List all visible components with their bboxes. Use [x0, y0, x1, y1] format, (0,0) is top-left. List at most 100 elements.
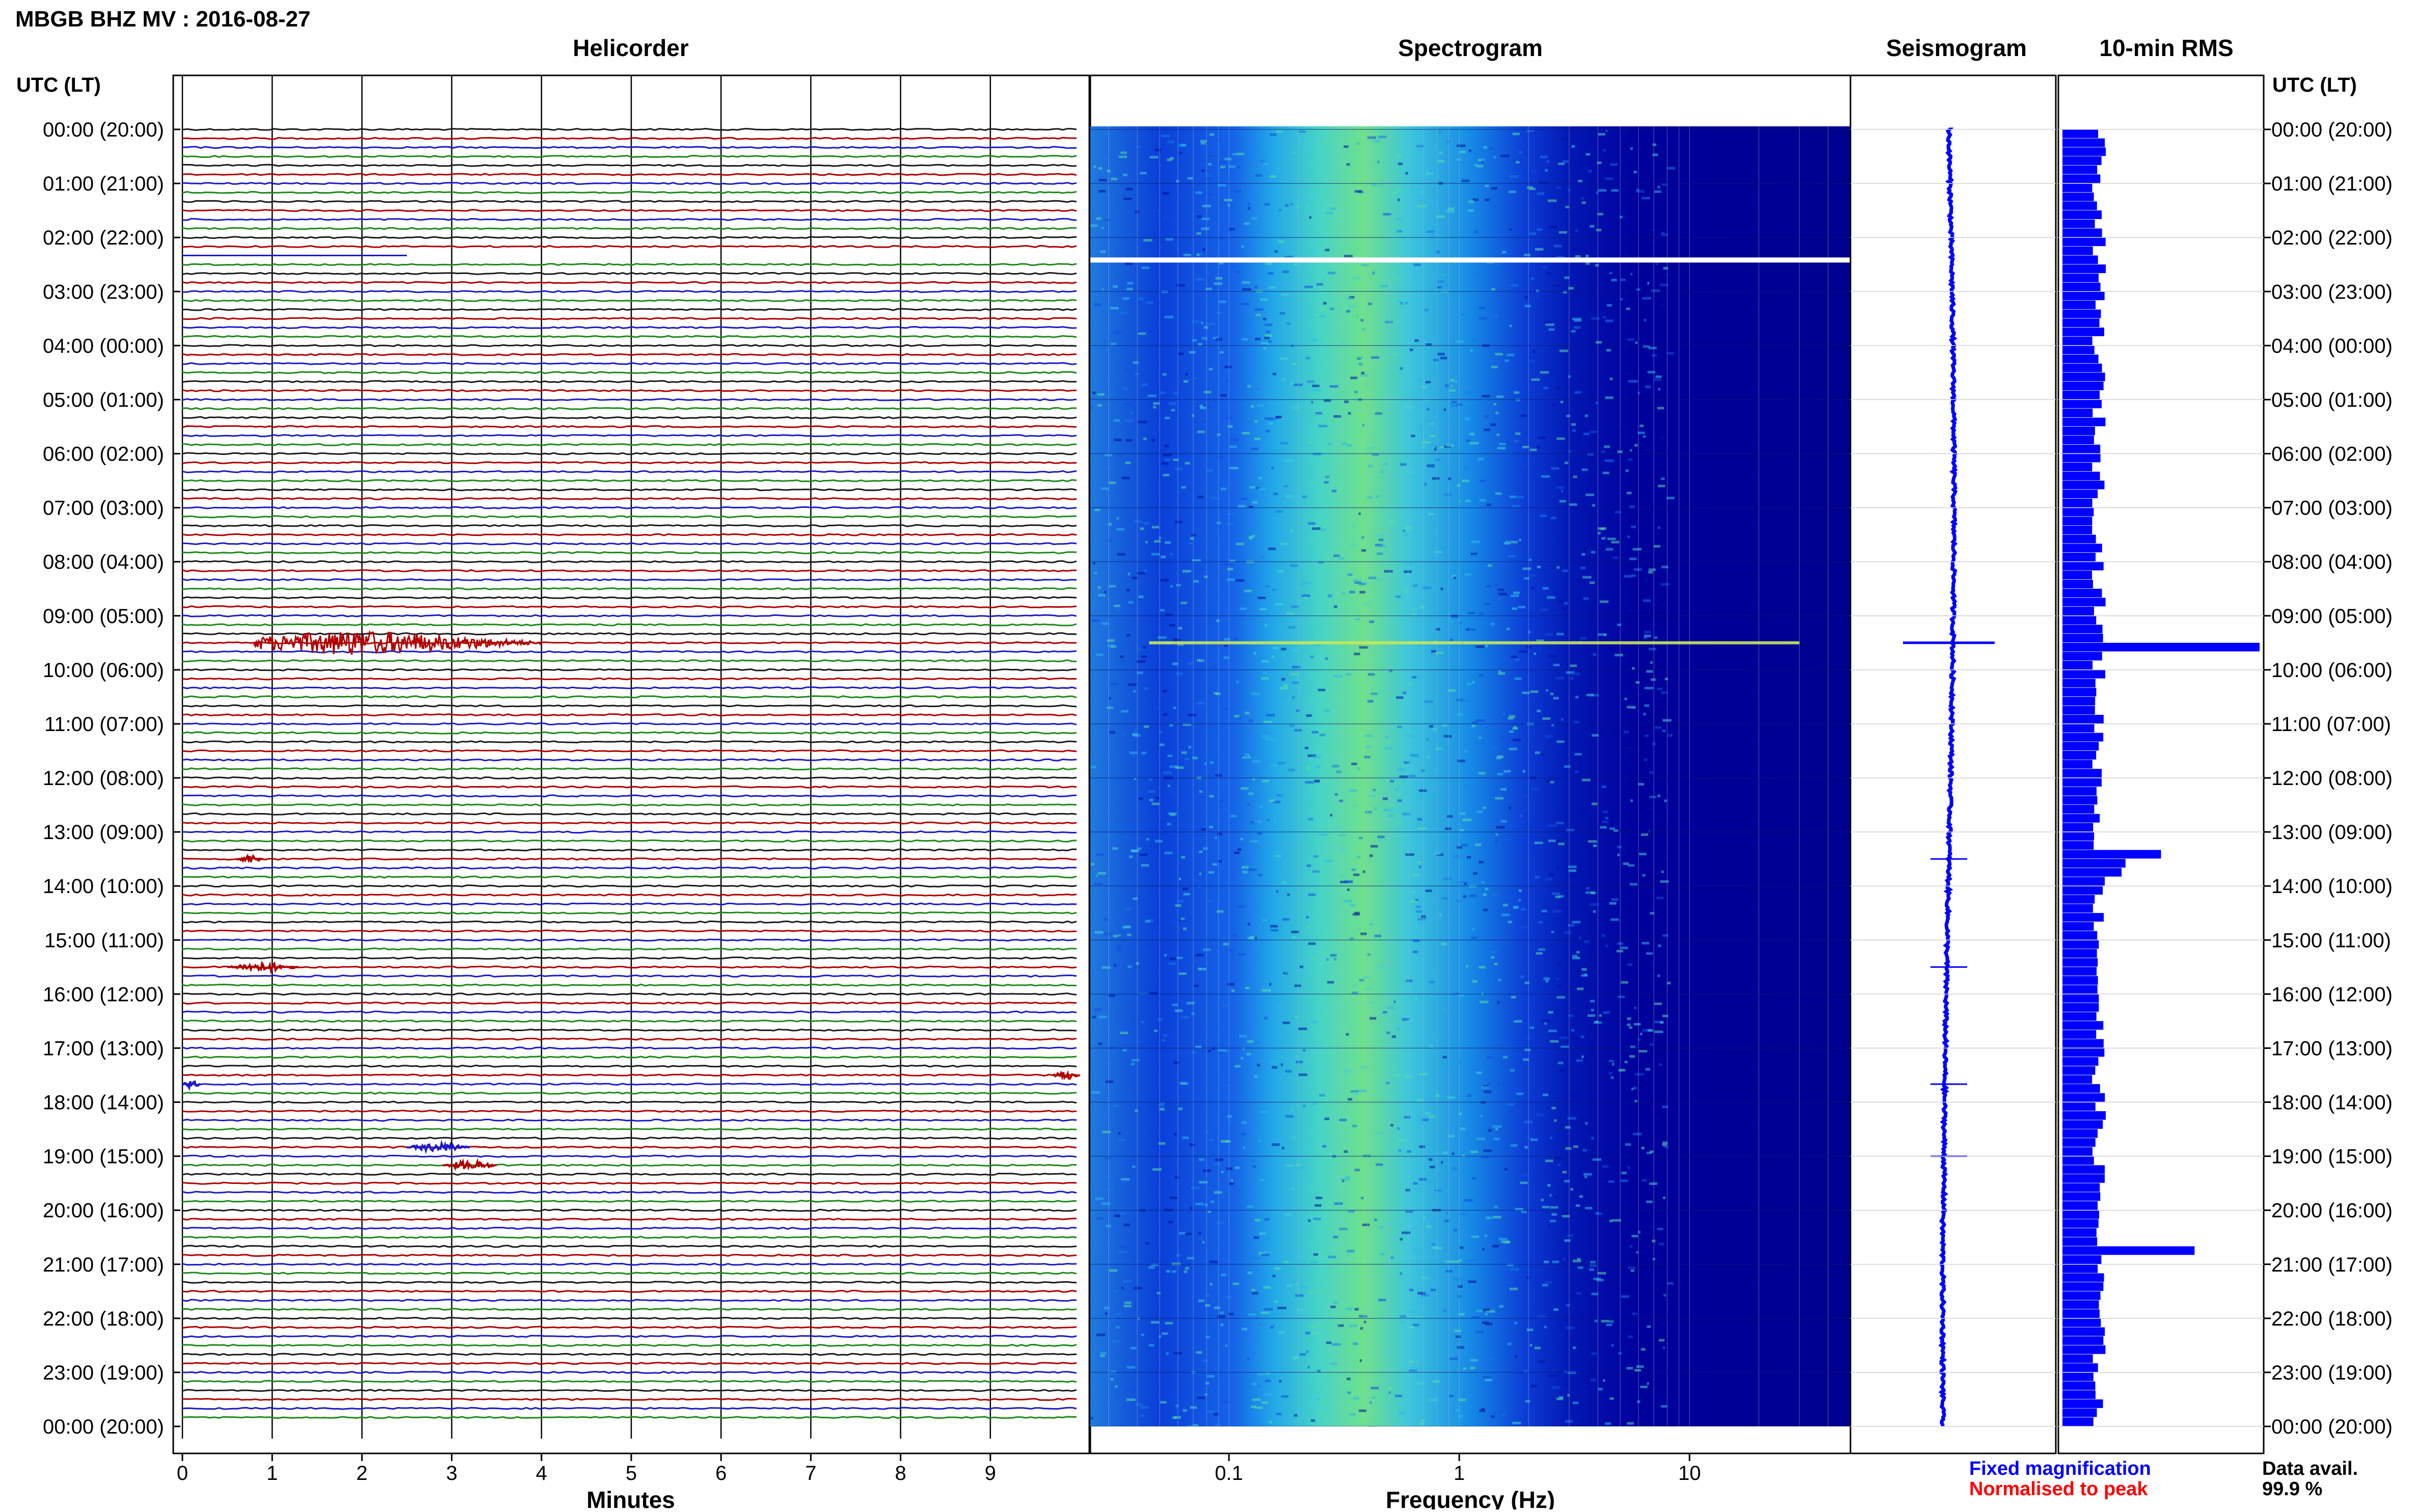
spectrogram-cell — [1632, 548, 1642, 551]
spectrogram-cell — [1105, 1312, 1108, 1315]
helicorder-trace — [181, 830, 1077, 834]
spectrogram-cell — [1352, 913, 1360, 916]
spectrogram-cell — [1283, 484, 1288, 488]
spectrogram-cell — [1301, 594, 1310, 597]
spectrogram-cell — [1171, 409, 1175, 412]
rms-bar — [2062, 498, 2092, 507]
helicorder-x-tick-label: 5 — [626, 1462, 637, 1484]
spectrogram-cell — [1185, 1267, 1189, 1270]
helicorder-trace — [181, 614, 1077, 617]
spectrogram-cell — [1562, 570, 1568, 572]
spectrogram-cell — [1591, 317, 1600, 320]
spectrogram-cell — [1247, 1358, 1250, 1361]
spectrogram-cell — [1346, 310, 1351, 313]
spectrogram-cell — [1274, 250, 1278, 253]
spectrogram-cell — [1436, 215, 1445, 218]
rms-bar — [2062, 1390, 2096, 1399]
spectrogram-cell — [1437, 286, 1442, 289]
spectrogram-cell — [1349, 590, 1355, 593]
spectrogram-cell — [1227, 204, 1230, 207]
spectrogram-cell — [1146, 301, 1153, 304]
spectrogram-cell — [1374, 165, 1377, 168]
spectrogram-cell — [1667, 982, 1671, 985]
spectrogram-cell — [1526, 1328, 1534, 1331]
spectrogram-cell — [1279, 1032, 1283, 1035]
spectrogram-cell — [1660, 477, 1665, 480]
spectrogram-cell — [1520, 1087, 1523, 1090]
spectrogram-cell — [1589, 581, 1595, 584]
spectrogram-cell — [1196, 278, 1205, 281]
spectrogram-cell — [1333, 481, 1338, 484]
rms-bar — [2062, 1309, 2100, 1318]
spectrogram-cell — [1307, 441, 1312, 444]
spectrogram-cell — [1617, 853, 1620, 856]
spectrogram-cell — [1549, 1194, 1552, 1197]
spectrogram-cell — [1518, 889, 1522, 892]
spectrogram-cell — [1344, 656, 1348, 659]
rms-bar — [2062, 1039, 2104, 1048]
spectrogram-cell — [1641, 833, 1648, 836]
spectrogram-cell — [1641, 1348, 1646, 1351]
spectrogram-cell — [1247, 385, 1251, 388]
spectrogram-cell — [1484, 428, 1490, 431]
spectrogram-cell — [1123, 1223, 1131, 1226]
spectrogram-cell — [1588, 1014, 1595, 1017]
spectrogram-cell — [1141, 655, 1147, 658]
spectrogram-cell — [1114, 439, 1122, 442]
helicorder-trace — [181, 1308, 1077, 1311]
spectrogram-cell — [1275, 130, 1282, 133]
spectrogram-cell — [1632, 1230, 1639, 1233]
spectrogram-cell — [1209, 1260, 1218, 1263]
helicorder-trace — [181, 776, 1077, 780]
spectrogram-cell — [1438, 130, 1442, 133]
spectrogram-cell — [1497, 447, 1506, 450]
spectrogram-cell — [1657, 688, 1663, 690]
spectrogram-cell — [1219, 300, 1226, 303]
spectrogram-cell — [1328, 695, 1336, 698]
helicorder-trace — [181, 668, 1077, 671]
spectrogram-cell — [1354, 1308, 1359, 1311]
spectrogram-cell — [1351, 763, 1357, 765]
spectrogram-cell — [1183, 893, 1190, 896]
spectrogram-cell — [1109, 697, 1111, 700]
spectrogram-cell — [1190, 1400, 1194, 1403]
spectrogram-cell — [1210, 1283, 1213, 1286]
rms-bar — [2062, 696, 2096, 706]
spectrogram-cell — [1186, 550, 1190, 553]
spectrogram-cell — [1661, 870, 1664, 873]
spectrogram-cell — [1419, 866, 1421, 869]
spectrogram-cell — [1460, 699, 1468, 702]
spectrogram-cell — [1096, 1333, 1106, 1336]
spectrogram-cell — [1104, 453, 1113, 456]
rms-bar — [2062, 480, 2105, 490]
spectrogram-cell — [1448, 1394, 1454, 1397]
spectrogram-cell — [1092, 1015, 1096, 1018]
spectrogram-cell — [1286, 1302, 1296, 1305]
left-time-label: 14:00 (10:00) — [43, 875, 164, 898]
helicorder-trace — [181, 1064, 1077, 1068]
spectrogram-cell — [1511, 284, 1518, 287]
spectrogram-cell — [1142, 396, 1146, 399]
spectrogram-cell — [1652, 1239, 1656, 1243]
seismogram-title: Seismogram — [1886, 35, 2027, 61]
spectrogram-cell — [1473, 872, 1478, 875]
spectrogram-cell — [1543, 1260, 1549, 1263]
spectrogram-cell — [1092, 1378, 1101, 1381]
spectrogram-cell — [1552, 1260, 1559, 1263]
spectrogram-cell — [1367, 700, 1374, 703]
spectrogram-cell — [1105, 327, 1109, 330]
spectrogram-cell — [1667, 734, 1671, 737]
spectrogram-cell — [1296, 182, 1298, 185]
spectrogram-cell — [1546, 160, 1549, 163]
spectrogram-cell — [1325, 249, 1330, 252]
helicorder-trace — [181, 488, 1077, 492]
spectrogram-cell — [1433, 359, 1439, 362]
spectrogram-cell — [1162, 1332, 1168, 1335]
rms-bar — [2062, 1327, 2105, 1336]
spectrogram-cell — [1658, 1339, 1665, 1342]
spectrogram-cell — [1324, 399, 1331, 402]
spectrogram-cell — [1278, 1331, 1285, 1334]
spectrogram-cell — [1400, 367, 1403, 370]
right-time-label: 21:00 (17:00) — [2271, 1254, 2393, 1276]
spectrogram-cell — [1479, 274, 1485, 277]
